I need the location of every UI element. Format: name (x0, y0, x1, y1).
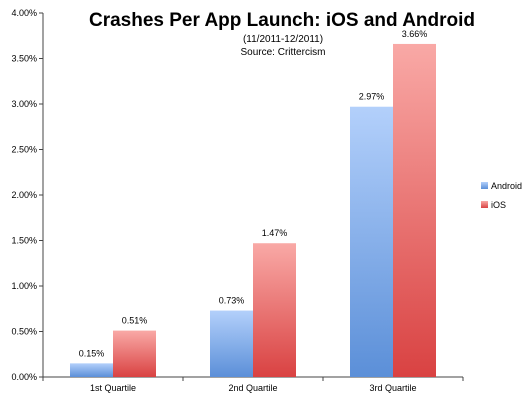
data-labels: 0.15% 0.51% 0.73% 1.47% 2.97% 3.66% (79, 29, 428, 358)
y-tick-label: 1.50% (11, 236, 37, 246)
legend-label-ios: iOS (491, 200, 506, 210)
x-category-label: 3rd Quartile (369, 383, 416, 393)
legend-swatch-ios (481, 201, 488, 208)
y-tick-label: 4.00% (11, 8, 37, 18)
legend-label-android: Android (491, 181, 522, 191)
data-label-android-1: 0.15% (79, 348, 105, 358)
bar-android-3 (350, 106, 393, 377)
y-tick-label: 2.00% (11, 190, 37, 200)
x-axis: 1st Quartile 2nd Quartile 3rd Quartile (42, 376, 464, 393)
y-tick-label: 3.50% (11, 54, 37, 64)
y-axis: 0.00% 0.50% 1.00% 1.50% 2.00% 2.50% 3.00% 3.50%… (11, 8, 44, 382)
y-tick-label: 0.00% (11, 372, 37, 382)
legend-swatch-android (481, 182, 488, 189)
legend: Android iOS (481, 181, 522, 210)
chart-subtitle-source: Source: Crittercism (240, 47, 325, 58)
x-category-label: 1st Quartile (90, 383, 136, 393)
x-category-label: 2nd Quartile (228, 383, 277, 393)
bar-ios-2 (253, 243, 296, 377)
data-label-android-2: 0.73% (219, 296, 245, 306)
y-tick-label: 0.50% (11, 327, 37, 337)
y-tick-label: 1.00% (11, 281, 37, 291)
y-tick-label: 3.00% (11, 99, 37, 109)
data-label-ios-1: 0.51% (122, 316, 148, 326)
data-label-android-3: 2.97% (359, 92, 385, 102)
bar-android-1 (70, 363, 113, 377)
data-label-ios-2: 1.47% (262, 228, 288, 238)
chart-title: Crashes Per App Launch: iOS and Android (89, 10, 475, 31)
bars (70, 43, 436, 377)
bar-ios-3 (393, 43, 436, 377)
y-tick-label: 2.50% (11, 145, 37, 155)
data-label-ios-3: 3.66% (402, 29, 428, 39)
chart-subtitle-dates: (11/2011-12/2011) (243, 34, 323, 45)
bar-android-2 (210, 310, 253, 377)
bar-ios-1 (113, 330, 156, 377)
